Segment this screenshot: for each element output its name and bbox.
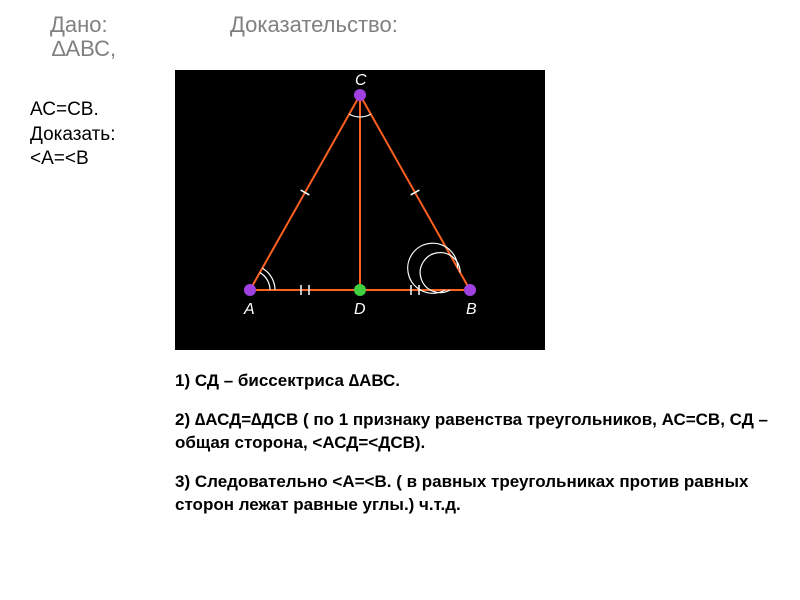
condition-prove-label: Доказать: (30, 123, 115, 148)
svg-text:B: B (466, 301, 477, 318)
diagram-svg: A B C D (175, 70, 545, 350)
given-label: Дано: (50, 12, 230, 38)
svg-text:A: A (243, 301, 255, 318)
condition-equal-sides: АС=СВ. (30, 98, 115, 123)
proof-step-1: 1) СД – биссектриса ∆АВС. (175, 370, 775, 393)
condition-angles-equal: <А=<В (30, 147, 115, 172)
conditions-block: АС=СВ. Доказать: <А=<В (30, 98, 115, 172)
proof-step-2: 2) ∆АСД=∆ДСВ ( по 1 признаку равенства т… (175, 409, 775, 455)
triangle-abc-label: ∆АВС, (0, 36, 800, 62)
triangle-diagram: A B C D (175, 70, 545, 350)
proof-label: Доказательство: (230, 12, 398, 38)
svg-text:D: D (354, 301, 366, 318)
proof-step-3: 3) Следовательно <А=<В. ( в равных треуг… (175, 471, 775, 517)
proof-steps: 1) СД – биссектриса ∆АВС. 2) ∆АСД=∆ДСВ (… (175, 370, 775, 533)
svg-text:C: C (355, 72, 367, 89)
